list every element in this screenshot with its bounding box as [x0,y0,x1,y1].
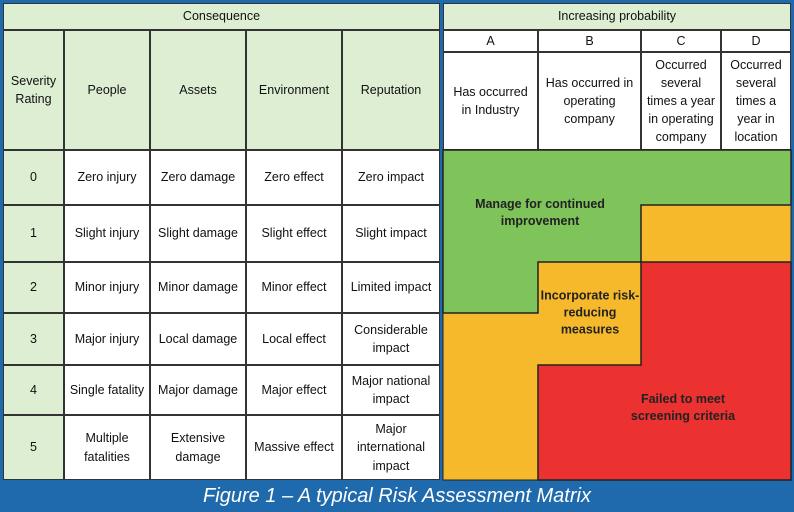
probability-letter: D [721,30,791,52]
zone-label: Incorporate risk-reducing measures [540,288,640,337]
consequence-cell: Slight impact [342,205,440,262]
consequence-cell: Single fatality [64,365,150,415]
severity-cell: 1 [3,205,64,262]
consequence-cell: Slight injury [64,205,150,262]
severity-cell: 5 [3,415,64,480]
probability-description: Has occurred in Industry [443,52,538,150]
consequence-cell: Major injury [64,313,150,365]
probability-letter: B [538,30,641,52]
zone-label: Manage for continued improvement [475,197,605,228]
header-cell: Consequence [3,3,440,30]
consequence-cell: Limited impact [342,262,440,313]
consequence-cell: Minor injury [64,262,150,313]
consequence-cell: Slight effect [246,205,342,262]
column-header: Environment [246,30,342,150]
consequence-cell: Considerable impact [342,313,440,365]
consequence-cell: Zero injury [64,150,150,205]
consequence-cell: Minor damage [150,262,246,313]
zone-red [537,261,792,481]
severity-cell: 3 [3,313,64,365]
probability-letter: C [641,30,721,52]
severity-cell: 0 [3,150,64,205]
probability-letter: A [443,30,538,52]
consequence-cell: Major effect [246,365,342,415]
column-header: Assets [150,30,246,150]
column-header: Severity Rating [3,30,64,150]
consequence-cell: Multiple fatalities [64,415,150,480]
caption: Figure 1 – A typical Risk Assessment Mat… [203,485,591,507]
probability-description: Occurred several times a year in locatio… [721,52,791,150]
consequence-cell: Major international impact [342,415,440,480]
consequence-cell: Zero impact [342,150,440,205]
column-header: People [64,30,150,150]
consequence-cell: Zero effect [246,150,342,205]
consequence-cell: Local effect [246,313,342,365]
consequence-cell: Slight damage [150,205,246,262]
severity-cell: 4 [3,365,64,415]
header-cell: Increasing probability [443,3,791,30]
zone-label: Failed to meet screening criteria [630,392,736,423]
consequence-cell: Zero damage [150,150,246,205]
consequence-cell: Extensive damage [150,415,246,480]
probability-description: Has occurred in operating company [538,52,641,150]
consequence-cell: Minor effect [246,262,342,313]
consequence-cell: Massive effect [246,415,342,480]
consequence-cell: Major damage [150,365,246,415]
column-header: Reputation [342,30,440,150]
consequence-cell: Major national impact [342,365,440,415]
severity-cell: 2 [3,262,64,313]
consequence-cell: Local damage [150,313,246,365]
